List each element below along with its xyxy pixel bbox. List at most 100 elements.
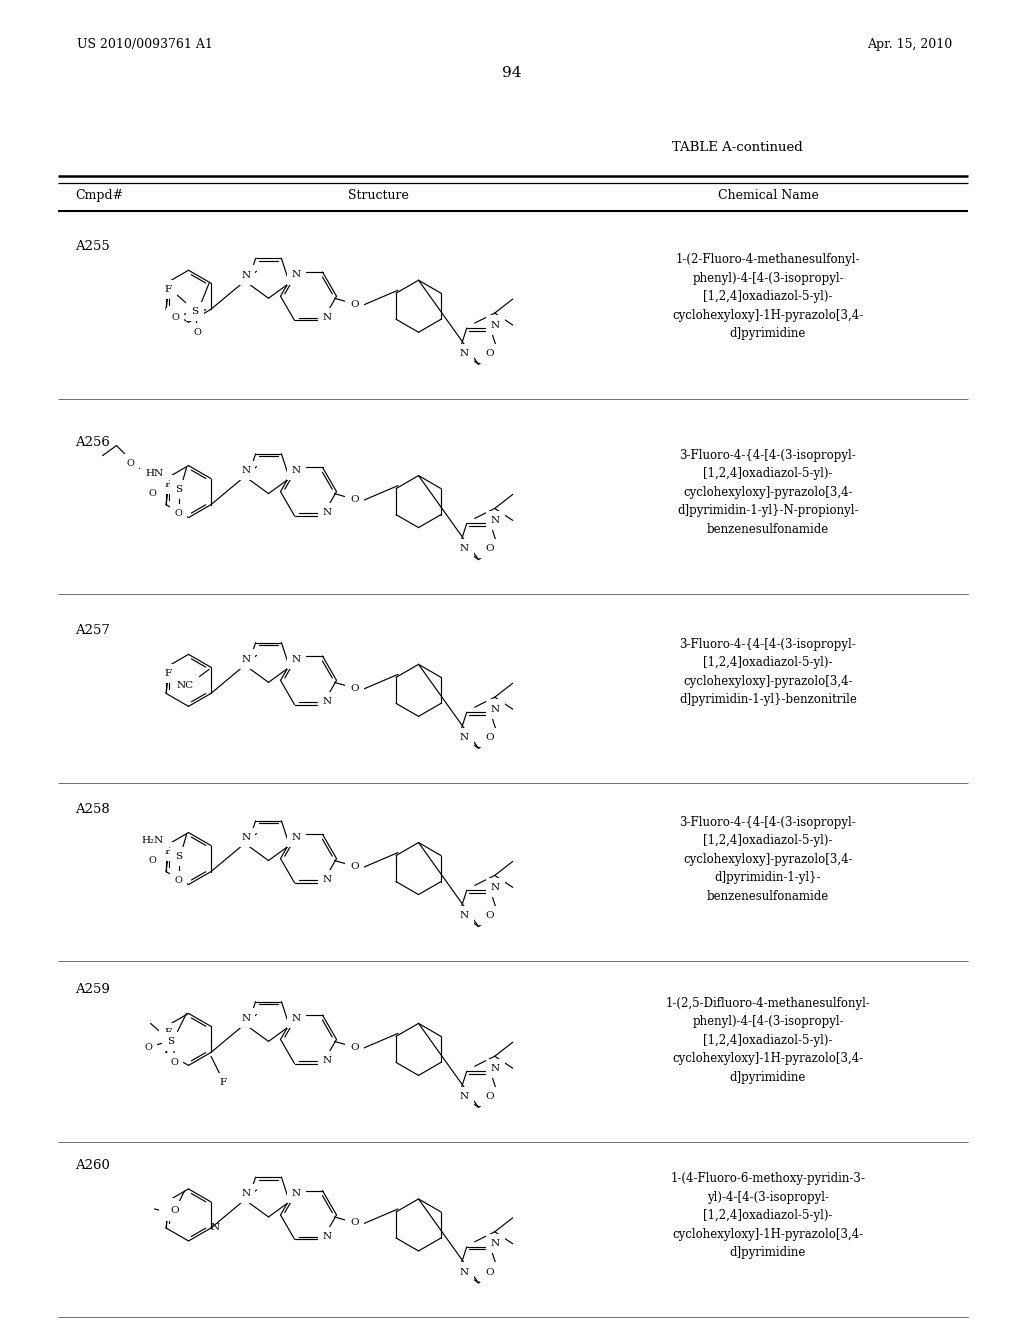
Text: N: N: [323, 508, 332, 517]
Text: N: N: [490, 1239, 500, 1249]
Text: O: O: [350, 300, 358, 309]
Text: O: O: [350, 1218, 358, 1228]
Text: N: N: [460, 1267, 469, 1276]
Text: O: O: [174, 510, 182, 519]
Text: d]pyrimidine: d]pyrimidine: [730, 327, 806, 341]
Text: O: O: [171, 313, 179, 322]
Text: cyclohexyloxy]-pyrazolo[3,4-: cyclohexyloxy]-pyrazolo[3,4-: [683, 853, 853, 866]
Text: A259: A259: [75, 983, 110, 997]
Text: phenyl)-4-[4-(3-isopropyl-: phenyl)-4-[4-(3-isopropyl-: [692, 272, 844, 285]
Text: O: O: [170, 1206, 179, 1216]
Text: N: N: [241, 466, 250, 475]
Text: N: N: [292, 655, 301, 664]
Text: F: F: [165, 1204, 172, 1213]
Text: [1,2,4]oxadiazol-5-yl)-: [1,2,4]oxadiazol-5-yl)-: [703, 290, 833, 304]
Text: N: N: [292, 271, 301, 280]
Text: cyclohexyloxy]-1H-pyrazolo[3,4-: cyclohexyloxy]-1H-pyrazolo[3,4-: [673, 309, 863, 322]
Text: S: S: [175, 853, 182, 861]
Text: O: O: [485, 1267, 494, 1276]
Text: N: N: [460, 1092, 469, 1101]
Text: cyclohexyloxy]-1H-pyrazolo[3,4-: cyclohexyloxy]-1H-pyrazolo[3,4-: [673, 1052, 863, 1065]
Text: 3-Fluoro-4-{4-[4-(3-isopropyl-: 3-Fluoro-4-{4-[4-(3-isopropyl-: [680, 816, 856, 829]
Text: O: O: [174, 876, 182, 884]
Text: O: O: [350, 495, 358, 504]
Text: O: O: [485, 911, 494, 920]
Text: d]pyrimidin-1-yl}-N-propionyl-: d]pyrimidin-1-yl}-N-propionyl-: [677, 504, 859, 517]
Text: TABLE A-continued: TABLE A-continued: [672, 141, 803, 154]
Text: Chemical Name: Chemical Name: [718, 189, 818, 202]
Text: N: N: [241, 655, 250, 664]
Text: 1-(2,5-Difluoro-4-methanesulfonyl-: 1-(2,5-Difluoro-4-methanesulfonyl-: [666, 997, 870, 1010]
Text: A256: A256: [75, 436, 110, 449]
Text: O: O: [485, 1092, 494, 1101]
Text: O: O: [171, 1057, 178, 1067]
Text: N: N: [323, 313, 332, 322]
Text: Apr. 15, 2010: Apr. 15, 2010: [867, 38, 952, 51]
Text: A255: A255: [75, 240, 110, 253]
Text: cyclohexyloxy]-pyrazolo[3,4-: cyclohexyloxy]-pyrazolo[3,4-: [683, 486, 853, 499]
Text: Cmpd#: Cmpd#: [75, 189, 123, 202]
Text: O: O: [350, 862, 358, 871]
Text: d]pyrimidin-1-yl}-: d]pyrimidin-1-yl}-: [715, 871, 821, 884]
Text: d]pyrimidine: d]pyrimidine: [730, 1246, 806, 1259]
Text: benzenesulfonamide: benzenesulfonamide: [707, 890, 829, 903]
Text: O: O: [485, 733, 494, 742]
Text: O: O: [485, 348, 494, 358]
Text: N: N: [241, 833, 250, 842]
Text: 1-(2-Fluoro-4-methanesulfonyl-: 1-(2-Fluoro-4-methanesulfonyl-: [676, 253, 860, 267]
Text: N: N: [292, 466, 301, 475]
Text: H₂N: H₂N: [141, 836, 164, 845]
Text: N: N: [323, 1056, 332, 1065]
Text: [1,2,4]oxadiazol-5-yl)-: [1,2,4]oxadiazol-5-yl)-: [703, 1209, 833, 1222]
Text: O: O: [485, 544, 494, 553]
Text: N: N: [323, 1232, 332, 1241]
Text: [1,2,4]oxadiazol-5-yl)-: [1,2,4]oxadiazol-5-yl)-: [703, 1034, 833, 1047]
Text: benzenesulfonamide: benzenesulfonamide: [707, 523, 829, 536]
Text: A258: A258: [75, 803, 110, 816]
Text: O: O: [148, 490, 157, 498]
Text: d]pyrimidine: d]pyrimidine: [730, 1071, 806, 1084]
Text: N: N: [460, 733, 469, 742]
Text: S: S: [175, 486, 182, 494]
Text: S: S: [167, 1038, 174, 1045]
Text: F: F: [165, 669, 172, 678]
Text: N: N: [292, 1189, 301, 1199]
Text: N: N: [292, 1014, 301, 1023]
Text: phenyl)-4-[4-(3-isopropyl-: phenyl)-4-[4-(3-isopropyl-: [692, 1015, 844, 1028]
Text: N: N: [460, 544, 469, 553]
Text: A257: A257: [75, 624, 110, 638]
Text: cyclohexyloxy]-pyrazolo[3,4-: cyclohexyloxy]-pyrazolo[3,4-: [683, 675, 853, 688]
Text: cyclohexyloxy]-1H-pyrazolo[3,4-: cyclohexyloxy]-1H-pyrazolo[3,4-: [673, 1228, 863, 1241]
Text: N: N: [490, 1064, 500, 1073]
Text: HN: HN: [145, 469, 164, 478]
Text: N: N: [490, 516, 500, 525]
Text: 3-Fluoro-4-{4-[4-(3-isopropyl-: 3-Fluoro-4-{4-[4-(3-isopropyl-: [680, 638, 856, 651]
Text: F: F: [165, 847, 172, 857]
Text: N: N: [241, 1014, 250, 1023]
Text: US 2010/0093761 A1: US 2010/0093761 A1: [77, 38, 213, 51]
Text: A260: A260: [75, 1159, 110, 1172]
Text: F: F: [219, 1078, 226, 1086]
Text: [1,2,4]oxadiazol-5-yl)-: [1,2,4]oxadiazol-5-yl)-: [703, 656, 833, 669]
Text: NC: NC: [176, 681, 194, 690]
Text: d]pyrimidin-1-yl}-benzonitrile: d]pyrimidin-1-yl}-benzonitrile: [679, 693, 857, 706]
Text: F: F: [165, 480, 172, 490]
Text: N: N: [490, 321, 500, 330]
Text: 1-(4-Fluoro-6-methoxy-pyridin-3-: 1-(4-Fluoro-6-methoxy-pyridin-3-: [671, 1172, 865, 1185]
Text: N: N: [292, 833, 301, 842]
Text: Structure: Structure: [348, 189, 410, 202]
Text: N: N: [211, 1224, 219, 1233]
Text: N: N: [241, 1189, 250, 1199]
Text: N: N: [241, 271, 250, 280]
Text: N: N: [460, 911, 469, 920]
Text: O: O: [194, 327, 201, 337]
Text: O: O: [144, 1043, 153, 1052]
Text: N: N: [323, 697, 332, 706]
Text: O: O: [127, 459, 134, 469]
Text: [1,2,4]oxadiazol-5-yl)-: [1,2,4]oxadiazol-5-yl)-: [703, 467, 833, 480]
Text: F: F: [165, 285, 172, 294]
Text: yl)-4-[4-(3-isopropyl-: yl)-4-[4-(3-isopropyl-: [707, 1191, 829, 1204]
Text: 3-Fluoro-4-{4-[4-(3-isopropyl-: 3-Fluoro-4-{4-[4-(3-isopropyl-: [680, 449, 856, 462]
Text: N: N: [323, 875, 332, 884]
Text: N: N: [460, 348, 469, 358]
